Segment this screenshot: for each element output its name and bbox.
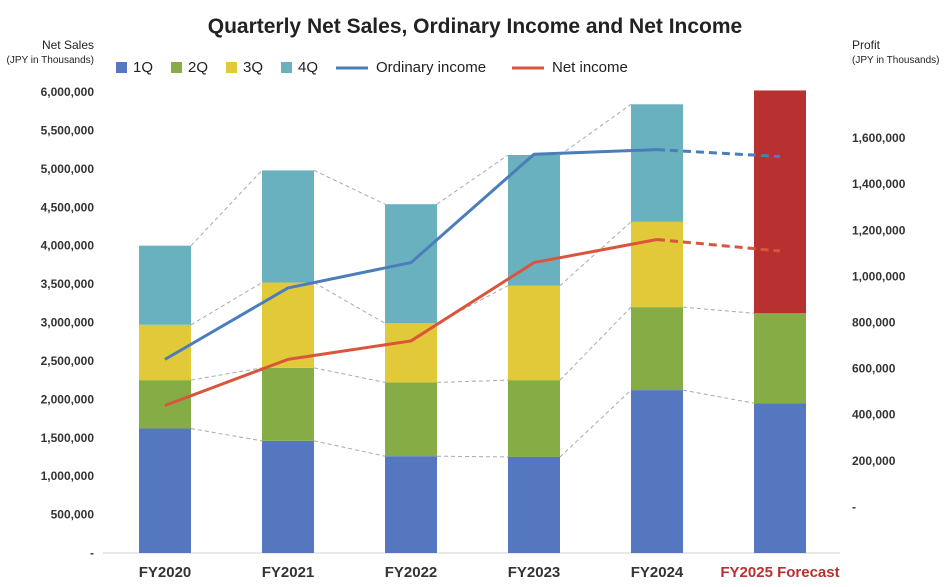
legend-label-3q: 3Q (243, 59, 263, 76)
bar-3q-fy2024 (631, 221, 683, 308)
bar-4q-fy2024 (631, 104, 683, 222)
right-axis-ticks: - 200,000 400,000 600,000 800,000 1,000,000 1,… (852, 131, 906, 514)
legend-swatch-4q (281, 62, 292, 73)
left-tick-label: 3,500,000 (41, 277, 95, 291)
category-label-fy2024: FY2024 (631, 564, 684, 581)
connector-level-2-3 (436, 379, 509, 383)
left-tick-label: 5,500,000 (41, 123, 95, 137)
left-axis-sublabel: (JPY in Thousands) (7, 55, 94, 66)
right-axis-label: Profit (852, 38, 881, 52)
connector-level-1-4 (559, 389, 632, 458)
right-tick-label: - (852, 500, 856, 514)
category-labels: FY2020 FY2021 FY2022 FY2023 FY2024 FY2025 For… (139, 564, 840, 581)
bar-2q-fy2025-forecast (754, 313, 806, 404)
bar-1q-fy2020 (139, 428, 191, 553)
connector-level-3-2 (313, 282, 386, 324)
bar-2q-fy2024 (631, 307, 683, 391)
bar-2q-fy2021 (262, 367, 314, 441)
legend-swatch-3q (226, 62, 237, 73)
connector-level-2-1 (190, 367, 263, 381)
connector-level-2-2 (313, 367, 386, 383)
legend-swatch-1q (116, 62, 127, 73)
connector-level-4-3 (436, 154, 509, 205)
quarter-connector-lines (190, 103, 755, 458)
left-tick-label: 1,500,000 (41, 431, 95, 445)
bar-3q-fy2022 (385, 323, 437, 383)
left-tick-label: 1,000,000 (41, 469, 95, 483)
left-axis-ticks: - 500,000 1,000,000 1,500,000 2,000,000 2,500… (41, 85, 95, 560)
legend-label-ordinary-income: Ordinary income (376, 59, 486, 76)
right-tick-label: 1,200,000 (852, 223, 906, 237)
connector-level-4-1 (190, 170, 263, 247)
bar-1q-fy2021 (262, 440, 314, 553)
line-series (164, 148, 781, 407)
left-tick-label: 6,000,000 (41, 85, 95, 99)
bar-forecast-remainder-fy2025-forecast (754, 90, 806, 314)
connector-level-4-2 (313, 169, 386, 205)
left-tick-label: 4,500,000 (41, 200, 95, 214)
legend-label-net-income: Net income (552, 59, 628, 76)
line-net-income-forecast (656, 238, 781, 253)
legend-swatch-2q (171, 62, 182, 73)
bar-1q-fy2025-forecast (754, 403, 806, 553)
bar-3q-fy2021 (262, 282, 314, 368)
connector-level-1-2 (313, 440, 386, 457)
connector-level-4-4 (559, 103, 632, 156)
left-tick-label: 2,500,000 (41, 354, 95, 368)
category-label-fy2022: FY2022 (385, 564, 438, 581)
category-label-fy2020: FY2020 (139, 564, 192, 581)
bar-3q-fy2023 (508, 285, 560, 381)
category-label-fy2023: FY2023 (508, 564, 561, 581)
left-tick-label: - (90, 546, 94, 560)
right-tick-label: 200,000 (852, 454, 896, 468)
right-tick-label: 1,600,000 (852, 131, 906, 145)
bar-series (103, 90, 840, 554)
right-tick-label: 600,000 (852, 362, 896, 376)
legend-label-2q: 2Q (188, 59, 208, 76)
bar-3q-fy2020 (139, 324, 191, 381)
left-tick-label: 4,000,000 (41, 239, 95, 253)
category-label-fy2021: FY2021 (262, 564, 315, 581)
chart-title: Quarterly Net Sales, Ordinary Income and… (208, 15, 743, 38)
bar-2q-fy2023 (508, 380, 560, 457)
legend-label-4q: 4Q (298, 59, 318, 76)
line-ordinary-income-forecast (656, 148, 781, 159)
connector-level-3-4 (559, 221, 632, 286)
left-tick-label: 500,000 (51, 508, 95, 522)
connector-level-3-1 (190, 282, 263, 326)
bar-1q-fy2022 (385, 456, 437, 553)
left-tick-label: 2,000,000 (41, 392, 95, 406)
line-net-income (164, 238, 658, 407)
bar-4q-fy2020 (139, 245, 191, 325)
right-tick-label: 1,400,000 (852, 177, 906, 191)
legend: 1Q 2Q 3Q 4Q Ordinary income Net income (116, 59, 628, 76)
connector-level-1-3 (436, 455, 509, 458)
right-tick-label: 1,000,000 (852, 269, 906, 283)
bar-4q-fy2023 (508, 155, 560, 286)
right-axis-sublabel: (JPY in Thousands) (852, 55, 939, 66)
connector-level-2-4 (559, 306, 632, 381)
connector-level-1-5 (682, 389, 755, 404)
bar-1q-fy2023 (508, 456, 560, 553)
left-tick-label: 3,000,000 (41, 316, 95, 330)
right-tick-label: 400,000 (852, 408, 896, 422)
category-label-fy2025-forecast: FY2025 Forecast (720, 564, 839, 581)
left-axis-label: Net Sales (42, 38, 94, 52)
connector-level-2-5 (682, 306, 755, 314)
bar-1q-fy2024 (631, 390, 683, 553)
bar-2q-fy2022 (385, 382, 437, 457)
connector-level-3-3 (436, 285, 509, 324)
legend-label-1q: 1Q (133, 59, 153, 76)
bar-4q-fy2021 (262, 170, 314, 283)
line-ordinary-income (164, 148, 658, 361)
left-tick-label: 5,000,000 (41, 162, 95, 176)
connector-level-1-1 (190, 428, 263, 442)
right-tick-label: 800,000 (852, 316, 896, 330)
